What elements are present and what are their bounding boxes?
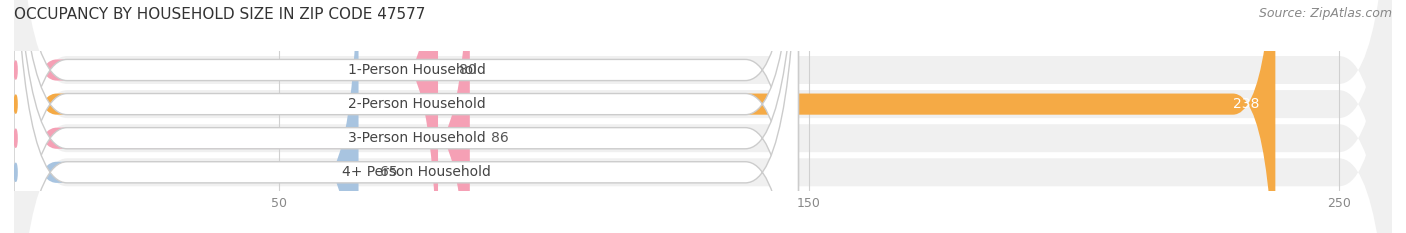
- Text: 1-Person Household: 1-Person Household: [347, 63, 485, 77]
- FancyBboxPatch shape: [14, 0, 1275, 233]
- FancyBboxPatch shape: [14, 0, 1392, 233]
- Text: 2-Person Household: 2-Person Household: [347, 97, 485, 111]
- FancyBboxPatch shape: [14, 0, 1392, 233]
- Circle shape: [14, 61, 17, 79]
- FancyBboxPatch shape: [14, 0, 799, 233]
- Text: 80: 80: [460, 63, 477, 77]
- FancyBboxPatch shape: [14, 0, 470, 233]
- FancyBboxPatch shape: [14, 0, 1392, 233]
- Circle shape: [14, 95, 17, 113]
- Text: 3-Person Household: 3-Person Household: [347, 131, 485, 145]
- FancyBboxPatch shape: [14, 0, 439, 233]
- Text: OCCUPANCY BY HOUSEHOLD SIZE IN ZIP CODE 47577: OCCUPANCY BY HOUSEHOLD SIZE IN ZIP CODE …: [14, 7, 426, 22]
- FancyBboxPatch shape: [14, 0, 799, 233]
- FancyBboxPatch shape: [14, 0, 799, 233]
- Text: 65: 65: [380, 165, 398, 179]
- FancyBboxPatch shape: [14, 0, 799, 233]
- Text: Source: ZipAtlas.com: Source: ZipAtlas.com: [1258, 7, 1392, 20]
- Text: 238: 238: [1233, 97, 1260, 111]
- FancyBboxPatch shape: [14, 0, 1392, 233]
- Circle shape: [14, 129, 17, 147]
- Text: 4+ Person Household: 4+ Person Household: [343, 165, 491, 179]
- Circle shape: [14, 163, 17, 181]
- Text: 86: 86: [491, 131, 509, 145]
- FancyBboxPatch shape: [14, 0, 359, 233]
